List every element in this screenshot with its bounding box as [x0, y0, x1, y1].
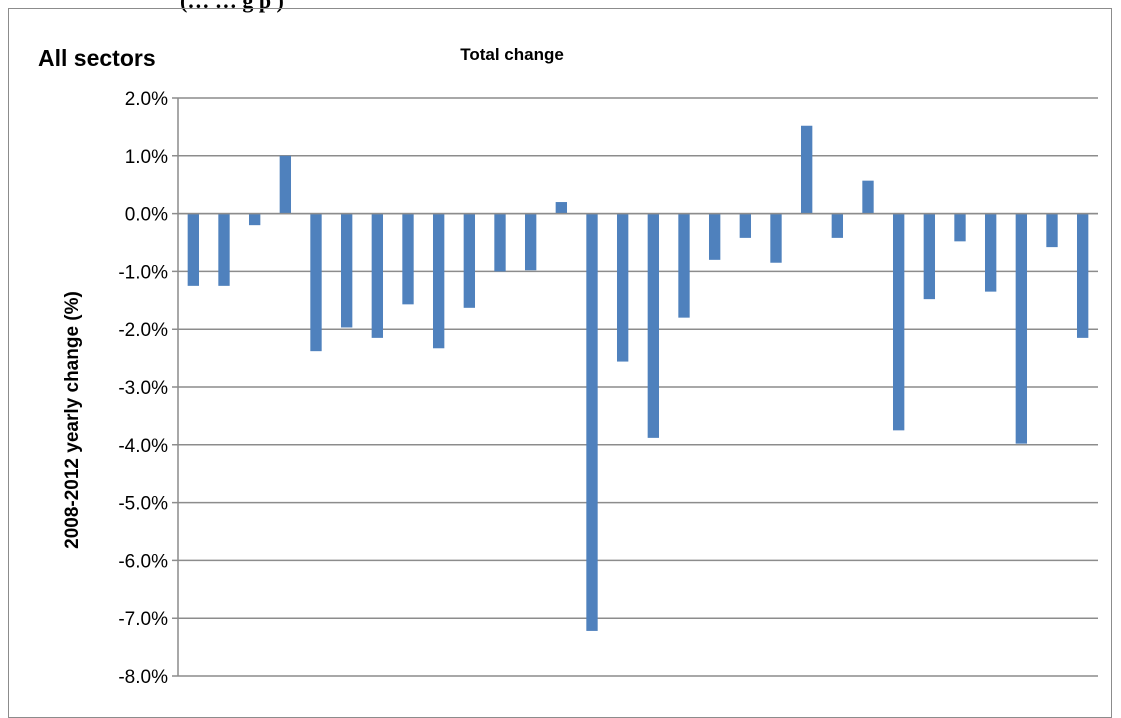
bar	[555, 202, 568, 214]
bar	[187, 213, 200, 286]
y-tick-label: -4.0%	[118, 436, 168, 457]
bar	[248, 213, 261, 226]
y-tick-label: -7.0%	[118, 609, 168, 630]
y-tick-labels: 2.0% 1.0% 0.0% -1.0% -2.0% -3.0% -4.0% -5.0% -6.…	[118, 89, 168, 688]
bar	[831, 213, 844, 238]
bar	[862, 180, 874, 214]
y-tick-label: 2.0%	[125, 89, 168, 110]
bar	[892, 213, 905, 431]
y-tick-label: -2.0%	[118, 320, 168, 341]
bar	[954, 213, 966, 242]
bar	[739, 213, 752, 238]
bar	[494, 213, 506, 272]
bar	[432, 213, 445, 349]
bar	[463, 213, 476, 308]
bar	[218, 213, 230, 286]
gridlines	[172, 97, 1098, 677]
bar	[340, 213, 353, 328]
bar	[371, 213, 384, 338]
bar	[402, 213, 414, 305]
y-axis-label: 2008-2012 yearly change (%)	[62, 291, 83, 549]
bar	[586, 213, 598, 631]
bar	[800, 125, 813, 214]
y-tick-label: -6.0%	[118, 551, 168, 572]
bar	[616, 213, 629, 362]
bar	[279, 155, 292, 214]
bar	[708, 213, 721, 260]
bar	[647, 213, 660, 438]
y-tick-label: 0.0%	[125, 205, 168, 226]
bars	[187, 125, 1089, 631]
bar	[984, 213, 997, 292]
bar	[770, 213, 782, 263]
bar	[524, 213, 537, 271]
bar	[1015, 213, 1028, 444]
y-tick-label: -8.0%	[118, 667, 168, 688]
bar	[1076, 213, 1089, 338]
y-tick-label: -3.0%	[118, 378, 168, 399]
axes	[177, 98, 1098, 676]
y-tick-label: 1.0%	[125, 147, 168, 168]
bar	[310, 213, 322, 352]
bar	[923, 213, 936, 300]
panel-label: All sectors	[38, 45, 156, 71]
y-tick-label: -1.0%	[118, 262, 168, 283]
bar	[678, 213, 690, 318]
bar	[1046, 213, 1058, 248]
y-tick-label: -5.0%	[118, 494, 168, 515]
chart-title: Total change	[460, 45, 564, 64]
page-caption: (… … g p )	[180, 0, 284, 13]
